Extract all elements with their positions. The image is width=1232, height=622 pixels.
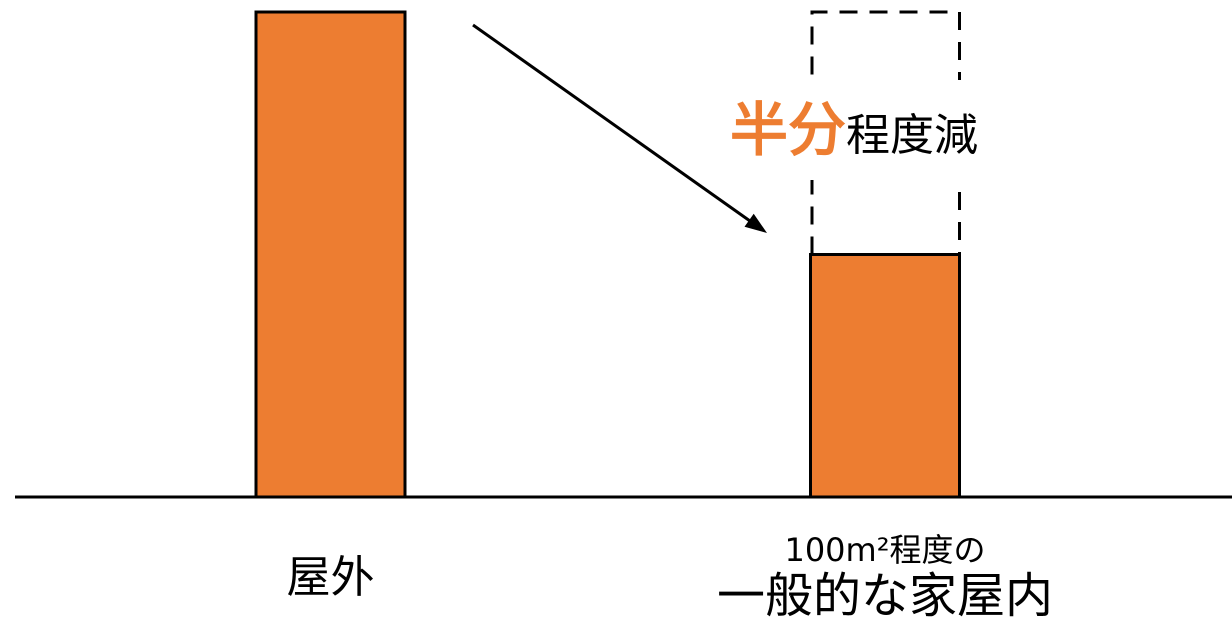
- bar-2: [809, 253, 961, 499]
- category-label-outdoor: 屋外: [287, 552, 375, 603]
- decrease-arrow: [472, 23, 767, 233]
- bar-1: [254, 10, 407, 499]
- arrow-shaft: [472, 23, 751, 223]
- annotation-text: 半分程度減: [730, 96, 978, 164]
- annotation-rest: 程度減: [846, 110, 978, 161]
- arrow-head: [744, 213, 767, 233]
- reduction-annotation: 半分程度減: [722, 80, 1034, 180]
- annotation-background: [722, 80, 1034, 180]
- category-label-indoor-line1: 100m²程度の: [784, 531, 985, 569]
- category-label-indoor-line2: 一般的な家屋内: [717, 568, 1053, 622]
- annotation-emphasis: 半分: [730, 96, 846, 164]
- bar-marks-group: [254, 10, 961, 499]
